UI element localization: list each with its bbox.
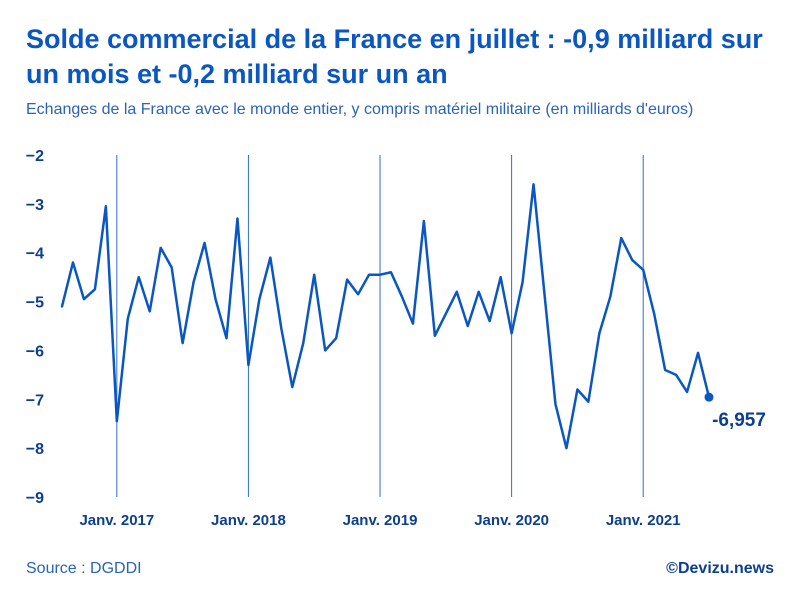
x-tick-label: Janv. 2018	[211, 512, 286, 529]
y-tick-label: −9	[26, 490, 44, 507]
y-axis-ticks: −2 −3 −4 −5 −6 −7 −8 −9	[26, 148, 44, 507]
trade-balance-line	[60, 183, 711, 450]
x-tick-label: Janv. 2021	[606, 512, 681, 529]
chart-subtitle: Echanges de la France avec le monde enti…	[26, 101, 694, 118]
chart-title: Solde commercial de la France en juillet…	[26, 24, 763, 89]
y-tick-label: −4	[26, 246, 44, 263]
y-tick-label: −2	[26, 148, 44, 165]
y-tick-label: −5	[26, 295, 44, 312]
y-tick-label: −3	[26, 197, 44, 214]
x-tick-label: Janv. 2019	[343, 512, 418, 529]
x-tick-label: Janv. 2020	[474, 512, 549, 529]
brand-credit: ©Devizu.news	[666, 560, 774, 577]
x-axis-ticks: Janv. 2017 Janv. 2018 Janv. 2019 Janv. 2020…	[79, 512, 680, 529]
y-tick-label: −6	[26, 343, 44, 360]
y-tick-label: −7	[26, 392, 44, 409]
y-tick-label: −8	[26, 441, 44, 458]
source-note: Source : DGDDI	[26, 560, 142, 577]
last-point-label: -6,957	[712, 410, 766, 431]
x-tick-label: Janv. 2017	[79, 512, 154, 529]
last-point-marker	[704, 392, 714, 402]
year-gridlines	[116, 155, 644, 497]
